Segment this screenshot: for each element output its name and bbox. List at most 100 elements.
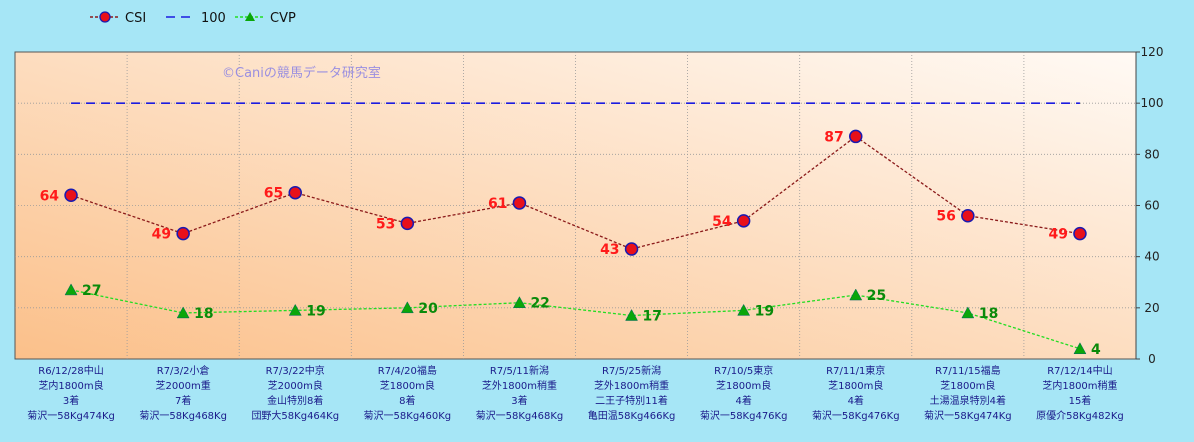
csi-point — [961, 208, 975, 223]
series-layer: 27 18 19 20 22 17 19 25 18 4 64 49 65 53 61 43 54 87 56 49 — [40, 102, 1101, 358]
x-category-line: 8着 — [399, 394, 415, 407]
cvp-point — [961, 306, 975, 319]
csi-point — [849, 129, 863, 144]
legend-item: CVP — [235, 11, 296, 26]
csi-point — [736, 214, 751, 228]
x-category-line: R7/11/15福島 — [935, 364, 1001, 377]
x-category-line: 3着 — [63, 394, 79, 407]
legend-label: CVP — [270, 11, 296, 26]
csi-data-label: 53 — [376, 216, 395, 232]
x-category-line: 4着 — [735, 394, 751, 407]
csi-data-label: 49 — [1048, 227, 1067, 243]
cvp-point — [64, 283, 78, 296]
csi-point — [288, 185, 302, 200]
x-category-line: R6/12/28中山 — [38, 364, 104, 377]
x-category-line: 菊沢一58Kg476Kg — [812, 409, 900, 422]
y-tick-label: 60 — [1144, 199, 1159, 213]
x-category-line: 菊沢一58Kg474Kg — [27, 409, 115, 422]
csi-point — [1073, 226, 1087, 241]
x-category-line: R7/11/1東京 — [826, 364, 885, 377]
cvp-point — [400, 301, 414, 314]
x-category-line: R7/3/2小倉 — [157, 364, 210, 377]
cvp-point — [1073, 342, 1087, 355]
x-category-line: 芝2000m良 — [268, 379, 323, 392]
cvp-point — [513, 296, 526, 308]
legend-label: 100 — [201, 11, 226, 26]
y-tick-label: 0 — [1148, 352, 1156, 366]
x-category-line: 3着 — [511, 394, 527, 407]
watermark-text: ©Caniの競馬データ研究室 — [222, 65, 381, 81]
cvp-data-label: 22 — [530, 296, 549, 312]
y-tick-label: 20 — [1144, 301, 1159, 315]
csi-point — [512, 196, 527, 210]
csi-point — [64, 188, 78, 203]
cvp-point — [737, 303, 751, 316]
csi-data-label: 64 — [40, 188, 60, 204]
x-category-line: 菊沢一58Kg460Kg — [364, 409, 452, 422]
x-category-line: 原優介58Kg482Kg — [1036, 409, 1124, 422]
x-category-line: 菊沢一58Kg468Kg — [476, 409, 564, 422]
series-line-cvp — [70, 289, 1081, 350]
legend-label: CSI — [125, 11, 146, 26]
x-category-line: 芝1800m良 — [828, 379, 883, 392]
csi-point — [624, 242, 639, 256]
csi-data-label: 43 — [600, 242, 619, 258]
legend-item: 100 — [166, 11, 226, 26]
cvp-data-label: 18 — [194, 306, 213, 322]
x-category-line: 芝1800m良 — [380, 379, 435, 392]
cvp-point — [176, 306, 190, 319]
legend-marker — [245, 12, 255, 21]
csi-data-label: 54 — [712, 214, 732, 230]
y-axis: 0 20 40 60 80 100 120 — [1135, 45, 1164, 366]
cvp-data-label: 20 — [418, 301, 438, 317]
cvp-point — [288, 303, 302, 316]
y-tick-label: 120 — [1141, 45, 1164, 59]
x-category-line: 芝外1800m稍重 — [594, 379, 669, 392]
x-category-line: 芝1800m良 — [940, 379, 995, 392]
x-category-line: 二王子特別11着 — [595, 394, 668, 407]
y-tick-label: 80 — [1144, 147, 1159, 161]
csi-data-label: 61 — [488, 196, 507, 212]
csi-data-label: 87 — [824, 129, 843, 145]
csi-data-label: 49 — [152, 227, 171, 243]
csi-point — [400, 216, 415, 231]
cvp-data-label: 4 — [1091, 342, 1101, 358]
x-category-line: R7/4/20福島 — [378, 364, 437, 377]
legend: CSI 100 CVP — [90, 11, 296, 26]
x-category-line: 団野大58Kg464Kg — [251, 409, 339, 422]
x-category-line: 7着 — [175, 394, 191, 407]
x-category-line: 土湯温泉特別4着 — [930, 394, 1006, 407]
x-category-line: 芝外1800m稍重 — [482, 379, 557, 392]
x-category-line: 芝内1800m稍重 — [1042, 379, 1117, 392]
x-category-line: 菊沢一58Kg474Kg — [924, 409, 1012, 422]
x-category-line: R7/12/14中山 — [1047, 364, 1113, 377]
cvp-data-label: 17 — [643, 309, 662, 325]
x-category-line: R7/10/5東京 — [714, 364, 773, 377]
x-category-line: R7/5/11新潟 — [490, 364, 549, 377]
x-category-line: 15着 — [1069, 394, 1092, 407]
x-category-line: 4着 — [848, 394, 864, 407]
x-category-line: 芝1800m良 — [716, 379, 771, 392]
legend-item: CSI — [90, 11, 146, 26]
cvp-data-label: 27 — [82, 283, 101, 299]
csi-point — [176, 226, 190, 241]
y-tick-label: 100 — [1141, 96, 1164, 110]
x-category-line: 芝2000m重 — [156, 379, 211, 392]
x-category-line: R7/5/25新潟 — [602, 364, 661, 377]
csi-data-label: 65 — [264, 186, 283, 202]
x-category-line: 金山特別8着 — [267, 394, 323, 407]
cvp-point — [849, 288, 863, 301]
cvp-point — [625, 308, 638, 321]
csi-data-label: 56 — [936, 209, 955, 225]
